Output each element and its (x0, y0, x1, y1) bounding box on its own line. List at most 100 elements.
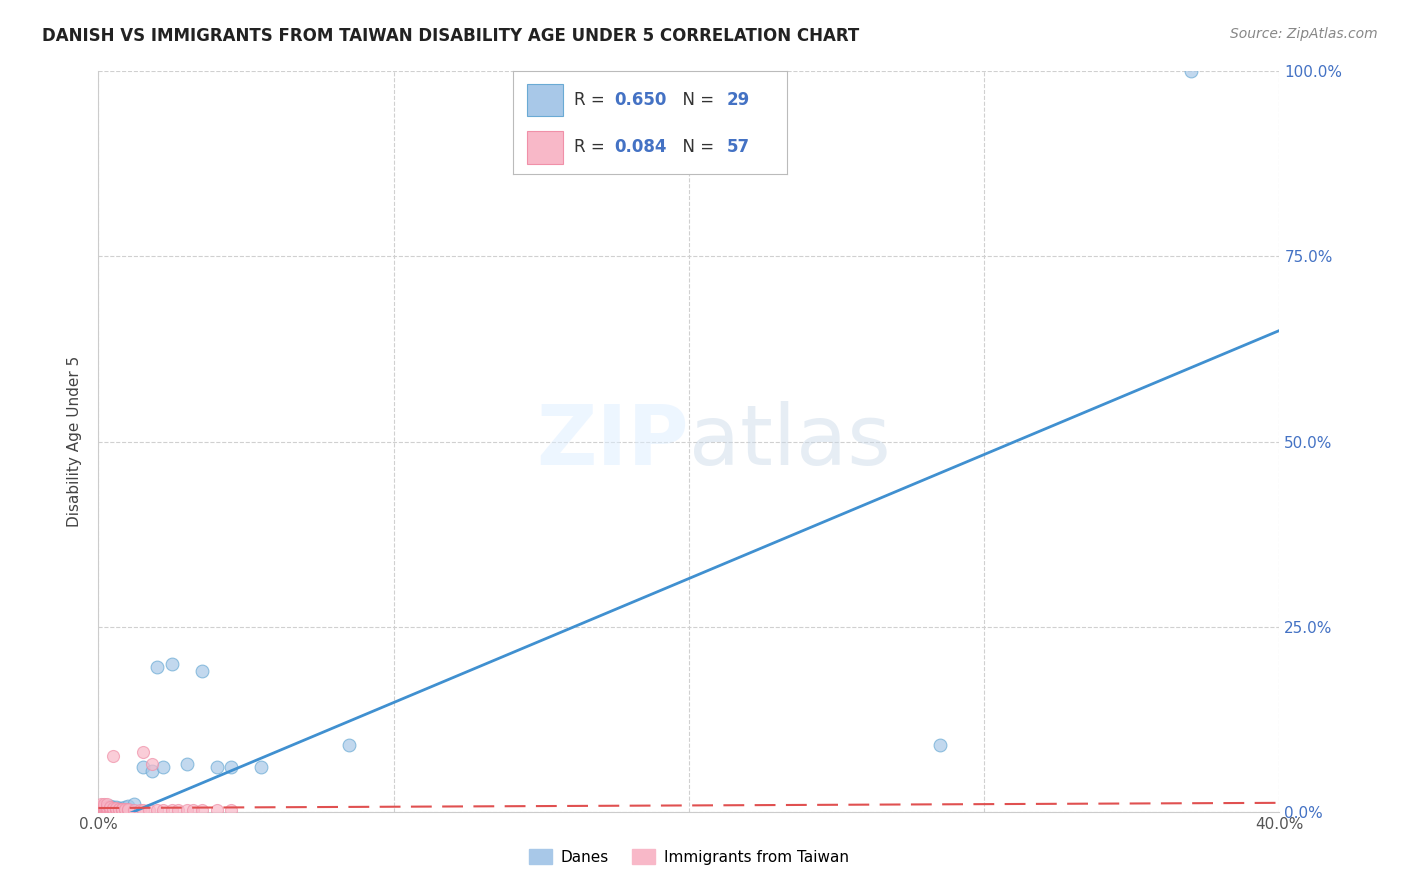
Point (98, 803, 121, 817)
Point (162, 657, 183, 671)
Text: atlas: atlas (689, 401, 890, 482)
Text: R =: R = (574, 138, 610, 156)
FancyBboxPatch shape (527, 131, 562, 163)
Point (93, 800, 115, 814)
Point (90, 797, 112, 812)
Point (98, 799, 121, 814)
Point (111, 801, 134, 815)
Point (167, 803, 190, 817)
Point (152, 803, 174, 817)
Point (152, 760, 174, 774)
Point (105, 801, 128, 815)
Point (191, 803, 214, 817)
Point (96, 803, 118, 817)
Point (96, 802, 118, 816)
Point (93, 797, 115, 812)
Point (132, 760, 155, 774)
Point (90, 801, 112, 815)
Point (117, 798, 139, 813)
Point (96, 803, 118, 817)
Point (141, 756, 163, 771)
Point (105, 802, 128, 816)
Text: 57: 57 (727, 138, 751, 156)
Point (90, 803, 112, 817)
Point (928, 738, 950, 752)
Point (103, 801, 125, 815)
Text: 29: 29 (727, 91, 751, 109)
Point (205, 760, 228, 774)
Point (93, 798, 115, 813)
Point (132, 803, 155, 817)
Point (111, 803, 134, 817)
Point (1180, 64, 1202, 78)
Point (219, 760, 242, 774)
Point (103, 800, 125, 814)
Point (111, 803, 134, 817)
Point (93, 801, 115, 815)
Text: 0.084: 0.084 (614, 138, 666, 156)
Point (105, 803, 128, 817)
Point (122, 803, 145, 817)
Point (250, 760, 273, 774)
Point (138, 803, 160, 817)
Text: 0.650: 0.650 (614, 91, 666, 109)
Text: ZIP: ZIP (537, 401, 689, 482)
Point (90, 799, 112, 814)
Point (90, 798, 112, 813)
Text: DANISH VS IMMIGRANTS FROM TAIWAN DISABILITY AGE UNDER 5 CORRELATION CHART: DANISH VS IMMIGRANTS FROM TAIWAN DISABIL… (42, 27, 859, 45)
Point (90, 800, 112, 814)
Point (93, 802, 115, 816)
Point (114, 803, 136, 817)
Point (98, 801, 121, 815)
Point (93, 800, 115, 814)
Point (162, 803, 183, 817)
Point (98, 798, 121, 813)
Point (96, 800, 118, 814)
Point (114, 803, 136, 817)
Point (93, 802, 115, 816)
Point (181, 803, 204, 817)
Point (90, 803, 112, 817)
Point (90, 802, 112, 816)
Point (117, 803, 139, 817)
Point (98, 801, 121, 815)
Point (146, 803, 169, 817)
Point (176, 803, 198, 817)
Point (103, 802, 125, 816)
Point (93, 803, 115, 817)
Point (122, 797, 145, 812)
Point (98, 803, 121, 817)
Legend: Danes, Immigrants from Taiwan: Danes, Immigrants from Taiwan (523, 843, 855, 871)
Point (103, 803, 125, 817)
Point (96, 797, 118, 812)
Point (132, 746, 155, 760)
Point (205, 803, 228, 817)
Point (339, 738, 360, 752)
Point (96, 801, 118, 815)
Point (96, 802, 118, 816)
Text: N =: N = (672, 91, 720, 109)
Point (128, 803, 150, 817)
Point (96, 799, 118, 814)
Point (105, 799, 128, 814)
Point (105, 803, 128, 817)
Point (141, 764, 163, 778)
Point (114, 799, 136, 814)
Text: N =: N = (672, 138, 720, 156)
Point (176, 756, 198, 771)
Point (103, 749, 125, 764)
Y-axis label: Disability Age Under 5: Disability Age Under 5 (67, 356, 83, 527)
Point (108, 803, 131, 817)
Point (117, 803, 139, 817)
Point (103, 803, 125, 817)
Point (111, 802, 134, 816)
Point (108, 803, 131, 817)
Point (108, 801, 131, 815)
Point (108, 802, 131, 816)
FancyBboxPatch shape (527, 84, 562, 117)
Point (146, 660, 169, 674)
Point (90, 803, 112, 817)
Point (219, 803, 242, 817)
Text: Source: ZipAtlas.com: Source: ZipAtlas.com (1230, 27, 1378, 41)
Text: R =: R = (574, 91, 610, 109)
